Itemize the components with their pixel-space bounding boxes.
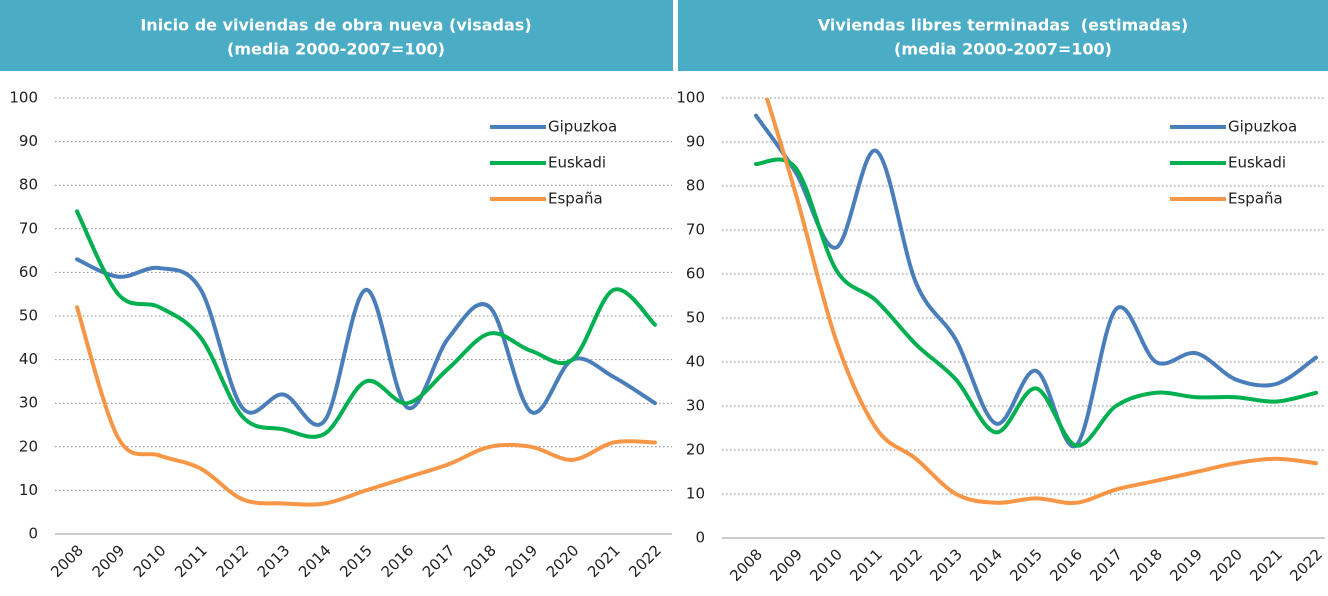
x-tick-label: 2017 <box>1086 545 1126 585</box>
x-tick-label: 2014 <box>966 545 1006 585</box>
chart-title: Inicio de viviendas de obra nueva (visad… <box>140 16 531 35</box>
legend-label: Euskadi <box>1228 154 1286 172</box>
x-tick-label: 2021 <box>584 541 624 581</box>
series-line <box>754 157 1318 448</box>
legend-label: España <box>1228 190 1283 208</box>
y-tick-label: 90 <box>686 133 705 151</box>
y-tick-label: 20 <box>19 437 38 455</box>
x-tick-label: 2012 <box>212 541 252 581</box>
y-tick-label: 50 <box>19 307 38 325</box>
chart-subtitle: (media 2000-2007=100) <box>227 40 445 59</box>
x-tick-label: 2013 <box>926 545 966 585</box>
series-line <box>75 257 657 427</box>
legend-label: Gipuzkoa <box>1228 118 1297 136</box>
x-tick-label: 2018 <box>1126 545 1166 585</box>
legend-label: Gipuzkoa <box>548 118 617 136</box>
y-tick-label: 0 <box>695 529 705 547</box>
y-tick-label: 0 <box>28 525 38 543</box>
y-tick-label: 50 <box>686 309 705 327</box>
x-tick-label: 2017 <box>419 541 459 581</box>
y-tick-label: 30 <box>19 394 38 412</box>
x-tick-label: 2009 <box>89 541 129 581</box>
x-tick-label: 2021 <box>1246 545 1286 585</box>
x-tick-label: 2019 <box>501 541 541 581</box>
legend-label: España <box>548 190 603 208</box>
series-line <box>754 113 1318 449</box>
x-tick-label: 2010 <box>806 545 846 585</box>
y-tick-label: 40 <box>686 353 705 371</box>
y-tick-label: 90 <box>19 132 38 150</box>
x-tick-label: 2015 <box>1006 545 1046 585</box>
x-tick-label: 2020 <box>1206 545 1246 585</box>
x-tick-label: 2019 <box>1166 545 1206 585</box>
x-tick-label: 2015 <box>336 541 376 581</box>
title-banner <box>0 0 673 71</box>
y-tick-label: 10 <box>19 481 38 499</box>
y-tick-label: 20 <box>686 441 705 459</box>
x-tick-label: 2022 <box>1286 545 1326 585</box>
x-tick-label: 2014 <box>295 541 335 581</box>
x-tick-label: 2022 <box>625 541 665 581</box>
y-tick-label: 80 <box>686 177 705 195</box>
y-tick-label: 80 <box>19 176 38 194</box>
x-tick-label: 2018 <box>460 541 500 581</box>
title-banner <box>678 0 1328 71</box>
series-line <box>75 305 657 507</box>
plot-area <box>754 98 1318 506</box>
x-tick-label: 2012 <box>886 545 926 585</box>
y-tick-label: 100 <box>676 89 705 107</box>
x-tick-label: 2020 <box>543 541 583 581</box>
x-tick-label: 2010 <box>130 541 170 581</box>
x-tick-label: 2008 <box>47 541 87 581</box>
y-tick-label: 70 <box>686 221 705 239</box>
x-tick-label: 2016 <box>378 541 418 581</box>
chart-subtitle: (media 2000-2007=100) <box>894 40 1112 59</box>
x-tick-label: 2008 <box>726 545 766 585</box>
y-tick-label: 100 <box>9 89 38 107</box>
chart-title: Viviendas libres terminadas (estimadas) <box>818 16 1188 35</box>
x-tick-label: 2011 <box>171 541 211 581</box>
y-tick-label: 70 <box>19 219 38 237</box>
series-line <box>764 98 1318 506</box>
y-tick-label: 40 <box>19 350 38 368</box>
x-tick-label: 2016 <box>1046 545 1086 585</box>
plot-area <box>75 209 657 507</box>
series-line <box>75 209 657 439</box>
legend-label: Euskadi <box>548 154 606 172</box>
x-tick-label: 2009 <box>766 545 806 585</box>
x-tick-label: 2011 <box>846 545 886 585</box>
y-tick-label: 60 <box>19 263 38 281</box>
y-tick-label: 30 <box>686 397 705 415</box>
y-tick-label: 60 <box>686 265 705 283</box>
y-tick-label: 10 <box>686 485 705 503</box>
x-tick-label: 2013 <box>254 541 294 581</box>
